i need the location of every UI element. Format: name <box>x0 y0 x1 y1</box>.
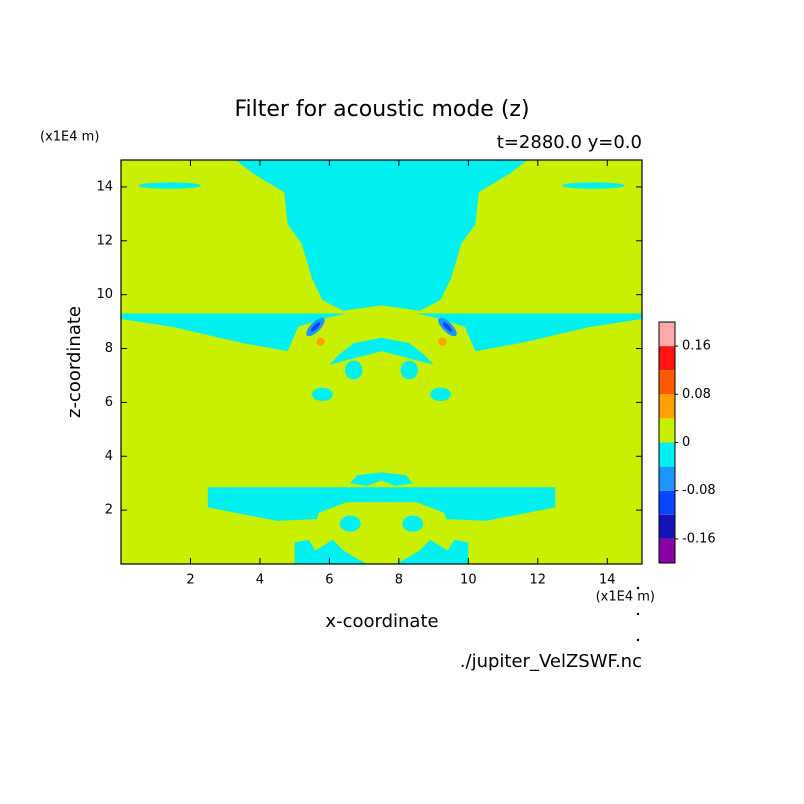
contour-region <box>312 387 333 402</box>
dots <box>636 586 640 642</box>
colorbar-box <box>659 370 675 395</box>
contour-region <box>400 360 418 380</box>
source-label: ./jupiter_VelZSWF.nc <box>460 651 642 672</box>
x-tick-label: 12 <box>530 573 547 588</box>
y-tick-label: 12 <box>96 233 113 248</box>
colorbar-box <box>659 442 675 467</box>
colorbar-tick-label: 0 <box>682 435 690 450</box>
colorbar-box <box>659 466 675 491</box>
colorbar-tick-label: -0.16 <box>682 531 716 546</box>
x-axis-label: x-coordinate <box>325 611 438 632</box>
y-tick-label: 10 <box>96 287 113 302</box>
dot <box>636 612 640 616</box>
x-unit: (x1E4 m) <box>596 590 655 605</box>
contour-region <box>562 182 625 189</box>
contour-region <box>402 515 424 532</box>
y-axis-label: z-coordinate <box>64 306 85 418</box>
contour-region <box>442 322 453 332</box>
colorbar-box <box>659 538 675 563</box>
x-tick-label: 4 <box>256 573 264 588</box>
contour-region <box>438 337 447 346</box>
dot <box>636 638 640 642</box>
y-unit: (x1E4 m) <box>40 130 99 145</box>
x-tick-label: 8 <box>395 573 403 588</box>
contour-field <box>121 160 642 564</box>
y-tick-label: 6 <box>105 395 113 410</box>
contour-region <box>312 502 451 538</box>
colorbar-box <box>659 322 675 347</box>
x-tick-label: 2 <box>186 573 194 588</box>
chart-title: Filter for acoustic mode (z) <box>234 97 529 122</box>
colorbar-box <box>659 490 675 515</box>
chart-subtitle: t=2880.0 y=0.0 <box>497 132 642 153</box>
y-tick-label: 14 <box>96 179 113 194</box>
y-tick-label: 4 <box>105 449 113 464</box>
colorbar-box <box>659 346 675 371</box>
dot <box>636 586 640 590</box>
y-tick-label: 8 <box>105 341 113 356</box>
x-tick-label: 6 <box>325 573 333 588</box>
colorbar-box <box>659 418 675 443</box>
contour-region <box>339 515 361 532</box>
plot-frame <box>120 159 643 565</box>
colorbar-tick-label: -0.08 <box>682 483 716 498</box>
x-tick-label: 10 <box>460 573 477 588</box>
contour-region <box>235 160 528 311</box>
contour-region <box>350 472 413 486</box>
colorbar-box <box>659 514 675 539</box>
colorbar-tick-label: 0.08 <box>682 387 711 402</box>
contour-region <box>430 387 451 402</box>
y-tick-label: 2 <box>105 503 113 518</box>
contour-region <box>329 337 434 365</box>
x-tick-label: 14 <box>599 573 616 588</box>
colorbar-tick-label: 0.16 <box>682 339 711 354</box>
contour-region <box>310 322 321 332</box>
colorbar-box <box>659 394 675 419</box>
contour-region <box>138 182 201 189</box>
contour-region <box>345 360 363 380</box>
contour-region <box>316 337 325 346</box>
contour-region <box>294 539 469 564</box>
